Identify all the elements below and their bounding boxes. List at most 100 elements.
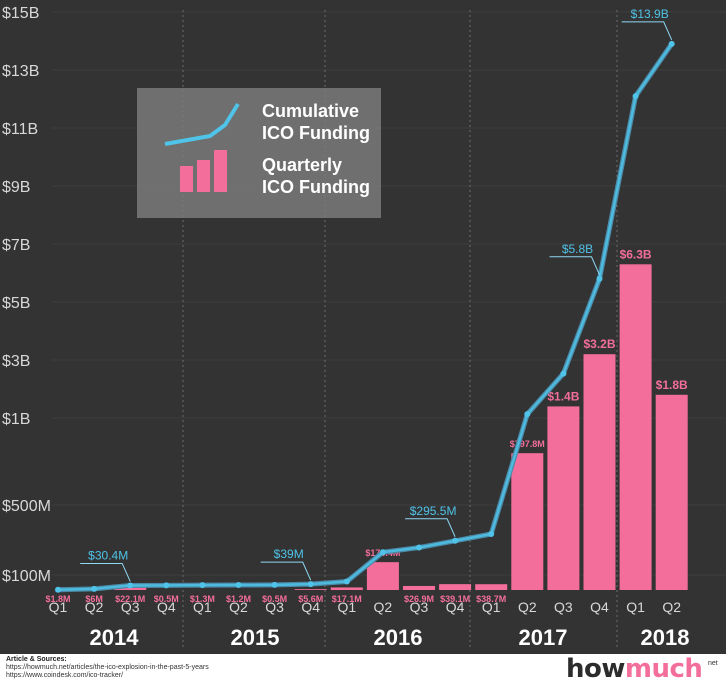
quarter-label: Q3 [554, 599, 573, 615]
cumulative-point [307, 581, 314, 588]
ico-funding-chart: $15B $13B $11B $9B $7B $5B $3B $1B $500M $100M $1.… [0, 0, 726, 654]
sources-title: Article & Sources: [6, 656, 67, 663]
cumulative-point [343, 578, 350, 585]
bar-value-label: $22.1M [115, 594, 145, 604]
bar-value-label: $1.4B [547, 389, 579, 403]
brand-how: how [566, 654, 625, 684]
quarter-label: Q2 [229, 599, 248, 615]
cumulative-callout: $30.4M [88, 548, 128, 562]
bar-7 [294, 589, 327, 590]
cumulative-callout: $295.5M [410, 504, 457, 518]
bar-value-label: $797.8M [510, 439, 545, 449]
quarter-label: Q1 [337, 599, 356, 615]
bar-value-label: $26.9M [404, 594, 434, 604]
bar-13 [511, 453, 544, 590]
cumulative-point [560, 370, 567, 377]
cumulative-point [91, 585, 98, 592]
brand-logo: howmuch [566, 654, 703, 684]
bar-value-label: $17.1M [332, 594, 362, 604]
bar-11 [439, 584, 472, 590]
cumulative-point [596, 275, 603, 282]
year-label: 2018 [641, 625, 690, 650]
callout-leader [549, 256, 600, 276]
y-tick-label: $15B [2, 5, 39, 22]
cumulative-point [163, 582, 170, 589]
year-label: 2014 [90, 625, 140, 650]
quarter-label: Q1 [482, 599, 501, 615]
cumulative-point [199, 582, 206, 589]
cumulative-callout: $5.8B [562, 242, 593, 256]
bar-value-label: $1.2M [226, 594, 251, 604]
legend-box [137, 88, 381, 218]
quarter-label: Q1 [193, 599, 212, 615]
cumulative-point [379, 549, 386, 556]
bar-14 [547, 406, 580, 590]
y-tick-label: $5B [2, 295, 30, 312]
callout-leader [621, 21, 673, 41]
bar-value-label: $38.7M [476, 594, 506, 604]
legend-bar-swatch [214, 150, 227, 192]
cumulative-point [235, 581, 242, 588]
source-link-article[interactable]: https://howmuch.net/articles/the-ico-exp… [6, 664, 209, 671]
quarter-label: Q4 [590, 599, 609, 615]
bar-value-label: $6.3B [620, 247, 652, 261]
bar-value-label: $1.8B [656, 378, 688, 392]
cumulative-point [271, 581, 278, 588]
cumulative-point [55, 586, 61, 593]
bar-value-label: $3.2B [583, 337, 615, 351]
legend-bar-label-1: Quarterly [262, 155, 342, 175]
year-label: 2017 [519, 625, 568, 650]
legend-line-label-1: Cumulative [262, 101, 359, 121]
quarter-label: Q2 [518, 599, 537, 615]
bar-value-label: $5.6M [298, 594, 323, 604]
quarter-label: Q1 [626, 599, 645, 615]
bar-12 [475, 584, 508, 590]
cumulative-point [452, 537, 459, 544]
y-tick-label: $7B [2, 237, 30, 254]
y-tick-label: $3B [2, 353, 30, 370]
bar-17 [655, 394, 688, 590]
bar-9 [366, 562, 399, 590]
legend-line-swatch [164, 102, 240, 146]
quarter-label: Q3 [121, 599, 140, 615]
quarter-label: Q2 [85, 599, 104, 615]
quarter-label: Q2 [662, 599, 681, 615]
y-tick-label: $11B [2, 121, 38, 138]
quarter-label: Q1 [49, 599, 68, 615]
quarter-label: Q3 [265, 599, 284, 615]
legend-bar-label-2: ICO Funding [262, 177, 370, 197]
quarter-label: Q4 [157, 599, 176, 615]
bar-8 [330, 587, 363, 590]
bar-10 [403, 585, 435, 590]
footer [0, 654, 726, 684]
callout-leader [405, 518, 456, 537]
cumulative-callout: $13.9B [631, 7, 669, 21]
cumulative-point [524, 411, 531, 418]
brand-suffix: net [708, 660, 718, 667]
y-tick-label: $500M [2, 498, 51, 515]
brand-much: much [624, 654, 703, 684]
bar-value-label: $0.5M [154, 594, 179, 604]
legend-line-label-2: ICO Funding [262, 123, 370, 143]
bar-value-label: $1.8M [45, 594, 70, 604]
cumulative-point [416, 544, 422, 551]
source-link-coindesk[interactable]: https://www.coindesk.com/ico-tracker/ [6, 672, 124, 679]
bar-16 [619, 264, 652, 590]
quarter-label: Q3 [410, 599, 429, 615]
y-tick-label: $9B [2, 179, 30, 196]
callout-leader [260, 561, 312, 581]
quarter-label: Q4 [301, 599, 320, 615]
cumulative-point [488, 531, 495, 538]
bar-value-label: $6M [85, 594, 103, 604]
cumulative-point [668, 40, 675, 47]
cumulative-callout: $39M [274, 547, 304, 561]
y-tick-label: $1B [2, 411, 30, 428]
y-tick-label: $100M [2, 568, 51, 585]
bar-value-label: $39.1M [440, 594, 470, 604]
cumulative-point [127, 582, 134, 589]
bar-value-label: $0.5M [262, 594, 287, 604]
y-tick-label: $13B [2, 63, 39, 80]
year-label: 2016 [374, 625, 423, 650]
year-label: 2015 [231, 625, 280, 650]
